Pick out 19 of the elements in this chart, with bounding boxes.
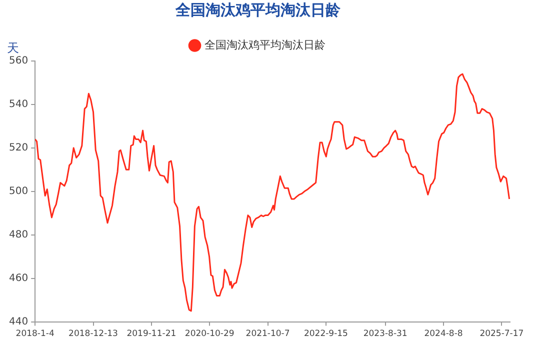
x-tick-label: 2018-12-13 <box>68 329 118 340</box>
x-tick-label: 2022-9-15 <box>304 329 348 340</box>
x-tick-label: 2023-8-31 <box>363 329 408 340</box>
chart-title: 全国淘汰鸡平均淘汰日龄 <box>174 0 342 19</box>
y-tick-label: 460 <box>8 272 28 284</box>
y-tick-label: 560 <box>8 56 28 67</box>
y-tick-label: 520 <box>8 142 28 154</box>
y-tick-label: 500 <box>8 186 28 197</box>
x-tick-label: 2018-1-4 <box>16 329 54 340</box>
y-tick-label: 440 <box>8 316 28 328</box>
legend-label: 全国淘汰鸡平均淘汰日龄 <box>204 38 326 52</box>
y-tick-label: 540 <box>8 99 28 110</box>
x-tick-label: 2020-10-29 <box>184 329 234 340</box>
x-tick-label: 2024-8-8 <box>424 329 463 340</box>
x-tick-label: 2019-11-21 <box>126 329 176 340</box>
x-tick-label: 2025-7-17 <box>480 329 524 340</box>
y-tick-label: 480 <box>8 229 28 240</box>
x-tick-label: 2021-10-7 <box>246 329 290 340</box>
y-axis-title: 天 <box>7 41 20 56</box>
